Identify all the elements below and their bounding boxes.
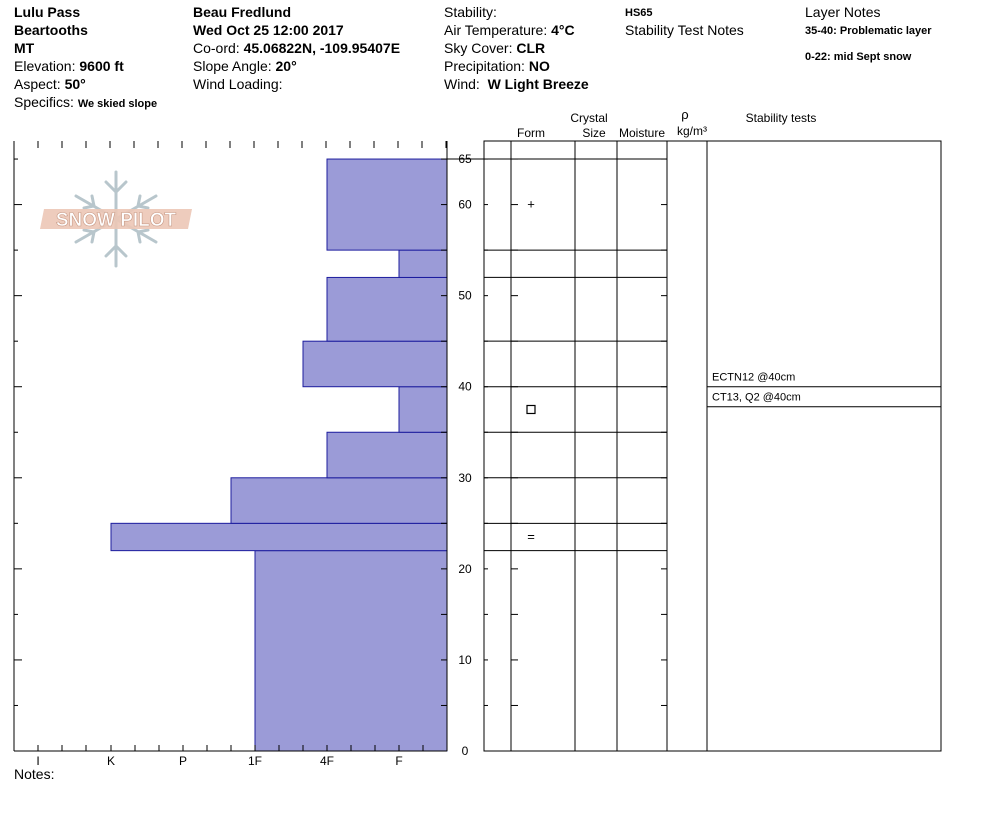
snow-height: HS65	[625, 7, 653, 19]
coord-label: Co-ord:	[193, 40, 240, 56]
hardness-bar	[398, 249, 448, 278]
grain-form-symbol	[526, 404, 536, 415]
depth-tick-label: 0	[462, 744, 469, 758]
logo-text: SNOW PILOT	[56, 210, 177, 231]
mountain-range: Beartooths	[14, 22, 88, 38]
hardness-bar	[302, 340, 448, 388]
air-temp-value: 4°C	[551, 22, 575, 38]
stability-tests-header: Stability tests	[746, 111, 817, 125]
density-unit-header: kg/m³	[677, 124, 707, 138]
elevation-value: 9600 ft	[79, 58, 124, 74]
sky-label: Sky Cover:	[444, 40, 513, 56]
location-name: Lulu Pass	[14, 4, 81, 20]
hardness-tick-label: 4F	[320, 754, 334, 768]
specifics-value: We skied slope	[77, 98, 158, 110]
hardness-tick-label: K	[107, 754, 115, 768]
size-header: Size	[582, 126, 606, 140]
wind-loading-label: Wind Loading:	[193, 76, 283, 92]
hardness-bar	[398, 386, 448, 433]
crystal-header: Crystal	[570, 111, 607, 125]
depth-tick-label: 60	[458, 198, 472, 212]
elevation-row: Elevation: 9600 ft	[14, 57, 124, 75]
hardness-bar	[326, 158, 448, 251]
state: MT	[14, 40, 35, 56]
hardness-bar	[326, 276, 448, 342]
precip-value: NO	[528, 58, 550, 74]
hardness-tick-label: F	[395, 754, 402, 768]
coord-value: 45.06822N, -109.95407E	[243, 40, 401, 56]
sky-value: CLR	[516, 40, 546, 56]
aspect-label: Aspect:	[14, 76, 61, 92]
air-temp-row: Air Temperature: 4°C	[444, 21, 575, 39]
form-header: Form	[517, 126, 545, 140]
hardness-tick-label: 1F	[248, 754, 262, 768]
hardness-bar	[254, 550, 448, 752]
specifics-row: Specifics: We skied slope	[14, 93, 157, 113]
slope-label: Slope Angle:	[193, 58, 272, 74]
moisture-header: Moisture	[619, 126, 665, 140]
sky-row: Sky Cover: CLR	[444, 39, 545, 57]
grain-form-symbol: +	[527, 197, 535, 212]
specifics-label: Specifics:	[14, 94, 74, 110]
hardness-tick-label: I	[36, 754, 39, 768]
depth-tick-label: 20	[458, 562, 472, 576]
observation-datetime: Wed Oct 25 12:00 2017	[193, 22, 344, 38]
stability-test-notes-title: Stability Test Notes	[625, 22, 744, 38]
notes-label: Notes:	[14, 766, 55, 782]
elevation-label: Elevation:	[14, 58, 76, 74]
slope-value: 20°	[275, 58, 297, 74]
coord-row: Co-ord: 45.06822N, -109.95407E	[193, 39, 400, 57]
rho-header: ρ	[681, 107, 688, 122]
precip-label: Precipitation:	[444, 58, 525, 74]
snowpilot-logo: SNOW PILOT	[40, 170, 192, 268]
air-temp-label: Air Temperature:	[444, 22, 548, 38]
depth-tick-label: 30	[458, 471, 472, 485]
hardness-bar	[110, 522, 448, 552]
depth-tick-label: 40	[458, 380, 472, 394]
layer-notes-title: Layer Notes	[805, 4, 881, 20]
stability-label: Stability:	[444, 4, 497, 20]
hardness-bar	[230, 477, 448, 524]
layer-note: 35-40: Problematic layer	[805, 25, 932, 37]
slope-row: Slope Angle: 20°	[193, 57, 297, 75]
wind-label: Wind:	[444, 76, 480, 92]
depth-tick-label: 50	[458, 289, 472, 303]
aspect-value: 50°	[64, 76, 86, 92]
hardness-tick-label: P	[179, 754, 187, 768]
layer-note: 0-22: mid Sept snow	[805, 51, 912, 63]
aspect-row: Aspect: 50°	[14, 75, 86, 93]
wind-value: W Light Breeze	[487, 76, 589, 92]
stability-test-result: CT13, Q2 @40cm	[712, 392, 801, 404]
precip-row: Precipitation: NO	[444, 57, 550, 75]
depth-tick-label: 10	[458, 653, 472, 667]
hardness-bars	[110, 158, 448, 752]
layer-table-frame	[483, 140, 942, 752]
hardness-bar	[326, 431, 448, 479]
wind-row: Wind: W Light Breeze	[444, 75, 589, 93]
stability-test-result: ECTN12 @40cm	[712, 372, 795, 384]
observer-name: Beau Fredlund	[193, 4, 292, 20]
grain-form-symbol: =	[527, 529, 535, 544]
